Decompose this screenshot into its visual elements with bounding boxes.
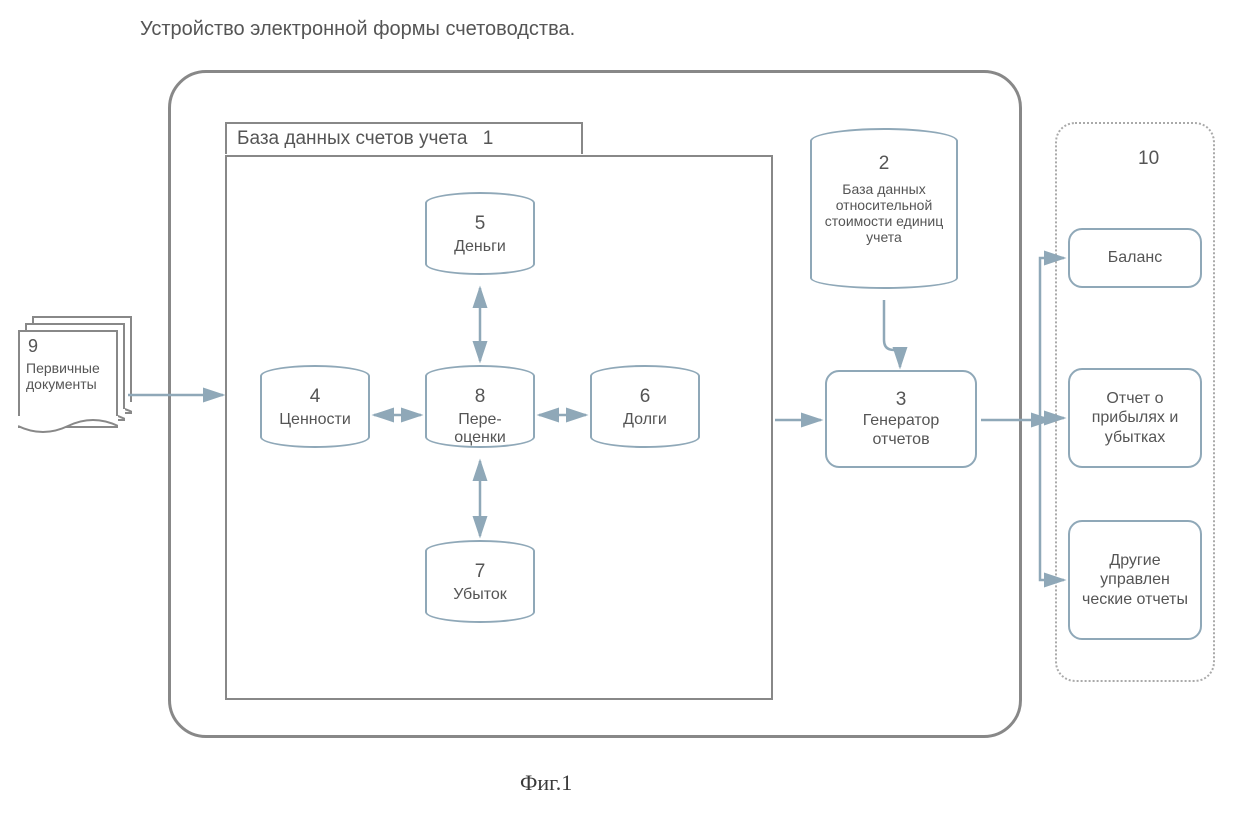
figure-caption: Фиг.1 xyxy=(520,770,572,796)
cylinder-debts: 6 Долги xyxy=(590,365,700,448)
cylinder-values-num: 4 xyxy=(262,387,368,408)
inner-db-title: База данных счетов учета 1 xyxy=(225,122,583,154)
output-balance-label: Баланс xyxy=(1108,248,1162,267)
cylinder-money: 5 Деньги xyxy=(425,192,535,275)
cylinder-reval: 8 Пере- оценки xyxy=(425,365,535,448)
cylinder-loss-num: 7 xyxy=(427,562,533,583)
cylinder-reval-num: 8 xyxy=(427,387,533,408)
output-pl-box: Отчет о прибылях и убытках xyxy=(1068,368,1202,468)
cylinder-money-num: 5 xyxy=(427,214,533,235)
doc-page-1: 9 Первичные документы xyxy=(18,330,118,428)
report-generator-label: Генератор отчетов xyxy=(835,411,967,449)
cylinder-relval-num: 2 xyxy=(812,154,956,175)
cylinder-debts-label: Долги xyxy=(592,408,698,437)
output-balance-box: Баланс xyxy=(1068,228,1202,288)
cylinder-relative-value-db: 2 База данных относительной стоимости ед… xyxy=(810,128,958,289)
inner-db-title-num: 1 xyxy=(483,128,494,150)
report-generator-num: 3 xyxy=(896,389,907,411)
output-other-label: Другие управлен ческие отчеты xyxy=(1078,551,1192,609)
inner-db-title-label: База данных счетов учета xyxy=(237,128,467,149)
cylinder-values: 4 Ценности xyxy=(260,365,370,448)
cylinder-reval-label: Пере- оценки xyxy=(427,408,533,456)
report-generator-box: 3 Генератор отчетов xyxy=(825,370,977,468)
output-other-box: Другие управлен ческие отчеты xyxy=(1068,520,1202,640)
cylinder-money-label: Деньги xyxy=(427,235,533,264)
cylinder-loss: 7 Убыток xyxy=(425,540,535,623)
diagram-title: Устройство электронной формы счетоводств… xyxy=(140,18,575,41)
diagram-canvas: Устройство электронной формы счетоводств… xyxy=(0,0,1243,829)
cylinder-relval-label: База данных относительной стоимости един… xyxy=(812,175,956,255)
cylinder-values-label: Ценности xyxy=(262,408,368,437)
output-pl-label: Отчет о прибылях и убытках xyxy=(1078,389,1192,447)
documents-num: 9 xyxy=(28,336,38,357)
cylinder-debts-num: 6 xyxy=(592,387,698,408)
documents-label: Первичные документы xyxy=(26,360,110,392)
cylinder-loss-label: Убыток xyxy=(427,583,533,612)
output-frame-num: 10 xyxy=(1138,148,1159,170)
